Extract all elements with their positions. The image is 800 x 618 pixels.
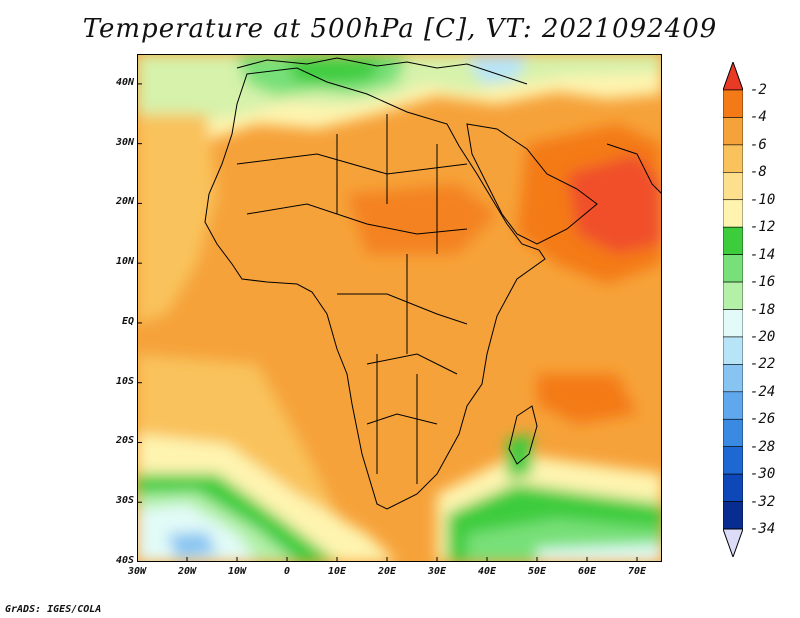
colorbar-level-label: -6 <box>750 136 767 153</box>
field-europe-14 <box>287 59 382 84</box>
colorbar-level-label: -32 <box>750 493 776 510</box>
border-central <box>337 293 468 325</box>
lon-tick-label: 30E <box>427 566 447 577</box>
lat-tick-label: 10N <box>115 256 134 268</box>
colorbar-swatch <box>723 199 743 228</box>
colorbar-swatch <box>723 501 743 530</box>
arabia-coast <box>466 123 598 245</box>
colorbar-swatch <box>723 473 743 502</box>
colorbar-swatch <box>723 309 743 338</box>
colorbar-top-arrow <box>723 62 743 91</box>
colorbar-level-label: -34 <box>750 521 776 537</box>
coastlines <box>204 57 662 510</box>
colorbar-level-label: -28 <box>750 438 776 455</box>
lat-tick-label: EQ <box>121 315 134 327</box>
map-canvas <box>137 54 662 562</box>
europe-coast <box>236 57 528 85</box>
lon-tick-label: 60E <box>577 566 597 577</box>
map-frame <box>137 54 662 562</box>
colorbar-level-label: -26 <box>750 411 776 428</box>
colorbar-level-label: -30 <box>750 466 776 483</box>
lat-tick-label: 20S <box>115 435 134 447</box>
colorbar-level-label: -10 <box>750 191 776 208</box>
lon-tick-label: 70E <box>627 566 647 577</box>
colorbar-level-label: -12 <box>750 219 776 236</box>
colorbar-level-label: -2 <box>750 82 767 98</box>
india-coast <box>606 143 662 195</box>
colorbar-swatch <box>723 418 743 447</box>
lat-tick-label: 40N <box>115 76 134 88</box>
border-meridional <box>336 114 438 484</box>
colorbar-swatch <box>723 391 743 420</box>
colorbar-level-label: -4 <box>750 109 767 126</box>
border-sahel <box>246 203 468 235</box>
colorbar-swatch <box>723 144 743 173</box>
colorbar-level-label: -14 <box>750 246 776 263</box>
lat-tick-label: 30N <box>115 136 134 148</box>
colorbar-level-label: -8 <box>750 164 767 181</box>
lon-tick-label: 10W <box>227 566 247 577</box>
field-turkey-cold <box>467 54 527 84</box>
lon-tick-label: 20E <box>377 566 397 577</box>
madagascar-coast <box>508 405 538 465</box>
lon-tick-label: 20W <box>177 566 197 577</box>
colorbar-swatch <box>723 446 743 475</box>
lon-tick-label: 50E <box>527 566 547 577</box>
chart-title: Temperature at 500hPa [C], VT: 202109240… <box>82 14 718 44</box>
footer-credit: GrADS: IGES/COLA <box>5 604 102 615</box>
field-madagascar-14 <box>507 434 532 479</box>
border-south-central <box>366 353 458 375</box>
colorbar-level-label: -16 <box>750 274 776 291</box>
field-south-atlantic-24 <box>167 532 217 559</box>
lon-tick-label: 10E <box>327 566 347 577</box>
colorbar-bottom-arrow <box>723 528 743 557</box>
lon-tick-label: 40E <box>477 566 497 577</box>
lon-tick-label: 30W <box>127 566 147 577</box>
colorbar-swatch <box>723 226 743 255</box>
colorbar-swatch <box>723 89 743 118</box>
colorbar-swatch <box>723 117 743 146</box>
lat-tick-label: 20N <box>115 196 134 208</box>
field-indian-ocean-4 <box>537 374 637 424</box>
colorbar-swatch <box>723 364 743 393</box>
lat-tick-label: 10S <box>115 375 134 387</box>
africa-coast <box>204 67 546 510</box>
lat-tick-label: 40S <box>115 555 134 566</box>
field-westcoast-8 <box>137 114 217 324</box>
colorbar-level-label: -22 <box>750 356 776 373</box>
colorbar-swatch <box>723 281 743 310</box>
colorbar <box>723 62 743 557</box>
colorbar-level-label: -24 <box>750 383 776 400</box>
colorbar-level-label: -20 <box>750 328 776 345</box>
colorbar-swatch <box>723 254 743 283</box>
field-sahara-4 <box>347 184 497 254</box>
temperature-field <box>137 54 662 562</box>
border-north <box>236 153 468 175</box>
colorbar-swatch <box>723 336 743 365</box>
colorbar-swatch <box>723 172 743 201</box>
temperature-map <box>137 54 662 562</box>
lat-tick-label: 30S <box>115 495 134 507</box>
field-arabian-sea-2 <box>567 154 662 254</box>
tick-marks <box>137 83 638 562</box>
field-south-indian-20 <box>537 544 662 562</box>
colorbar-level-label: -18 <box>750 301 776 318</box>
lon-tick-label: 0 <box>283 566 291 577</box>
